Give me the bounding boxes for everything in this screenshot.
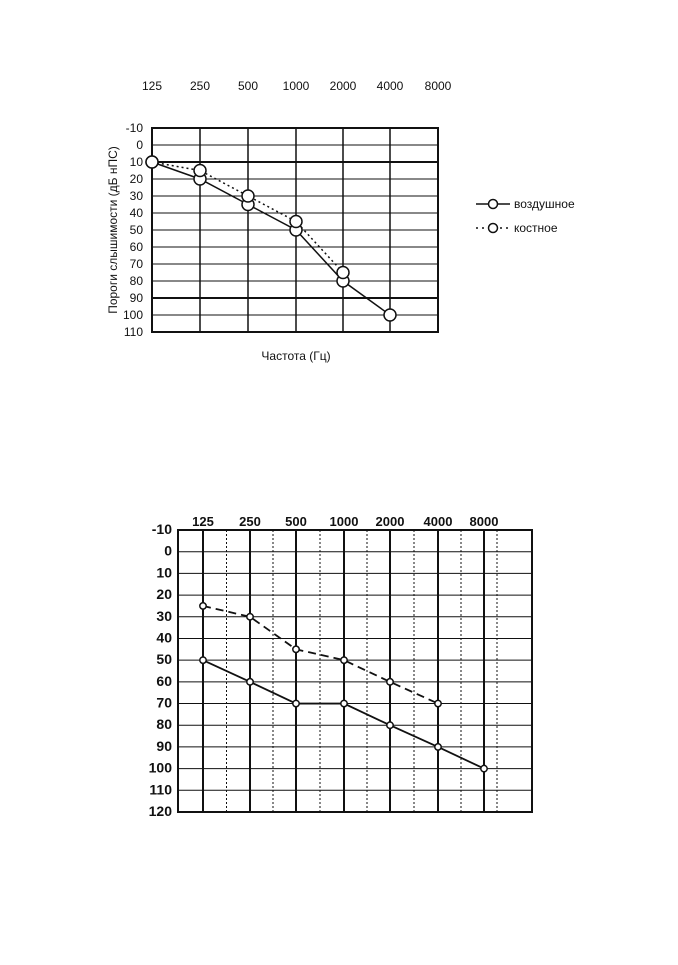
chart2-y-tick-label: 40 [156,629,172,645]
chart2-series-1-point [246,677,254,686]
chart1-series-2-point [289,214,303,229]
chart2-x-tick-label: 500 [285,514,307,529]
chart2-series-1-point [386,721,394,730]
chart2-y-tick-label: 0 [164,543,172,559]
chart2-series-2-point [434,699,442,708]
chart2-y-tick-label: 110 [149,781,172,797]
chart1-y-tick-label: 30 [130,189,144,203]
chart1-x-tick-label: 250 [190,79,210,93]
chart2-series-1-point [292,699,300,708]
chart2-x-tick-label: 125 [192,514,214,529]
chart1-x-tick-label: 1000 [283,79,310,93]
chart2-y-tick-label: 30 [156,608,172,624]
chart2-x-tick-label: 1000 [330,514,359,529]
chart2-x-tick-label: 8000 [470,514,499,529]
chart1-y-tick-label: 70 [130,257,144,271]
chart2-y-tick-label: 50 [156,651,172,667]
chart1-x-tick-label: 500 [238,79,258,93]
legend-air-label: воздушное [514,197,575,211]
chart1-series-2-line [151,161,344,274]
chart1-x-tick-label: 4000 [377,79,404,93]
chart2-frame [177,529,533,813]
chart2-series-2-point [199,601,207,610]
chart1-y-tick-label: 20 [130,172,144,186]
chart1-y-tick-label: 60 [130,240,144,254]
chart1-y-tick-label: 40 [130,206,144,220]
chart2-series [199,601,488,773]
chart1-x-tick-label: 125 [142,79,162,93]
chart2-y-tick-label: 80 [156,716,172,732]
chart1-series-1-point [383,308,397,322]
chart2-y-tick-label: 90 [156,738,172,754]
chart1-y-tick-label: -10 [126,121,144,135]
legend-item-bone: костное [476,221,558,235]
chart1-x-axis-label: Частота (Гц) [261,349,330,363]
chart1-frame [151,127,439,333]
chart2-y-ticks: -10 0 10 20 30 40 50 60 70 80 90 100 110 120 [149,521,173,819]
chart2-series-2-point [292,645,300,654]
legend-air-marker-icon [487,198,499,210]
chart2-series-2-point [340,656,348,665]
chart2-series-1-point [480,764,488,773]
chart2-series-2-point [386,677,394,686]
legend-item-air: воздушное [476,197,575,211]
chart1-y-tick-label: 0 [136,138,143,152]
chart2-x-tick-label: 2000 [376,514,405,529]
chart1-y-axis-label: Пороги слышимости (дБ нПС) [106,146,120,314]
chart1-y-tick-label: 50 [130,223,144,237]
chart1-y-ticks: -10 0 10 20 30 40 50 60 70 80 90 100 110 [123,121,143,339]
chart2-y-tick-label: 60 [156,673,172,689]
chart2-x-ticks: 125 250 500 1000 2000 4000 8000 [192,514,498,529]
chart1-x-ticks: 125 250 500 1000 2000 4000 8000 [142,79,452,93]
chart1-y-tick-label: 100 [123,308,143,322]
chart1-y-tick-label: 90 [130,291,144,305]
chart2-series-1-point [340,699,348,708]
chart2-x-tick-label: 4000 [424,514,453,529]
chart2-series-2-point [246,612,254,621]
chart2-x-tick-label: 250 [239,514,261,529]
chart2-y-tick-label: 120 [149,803,173,819]
chart1-legend: воздушное костное [476,197,575,235]
chart2-series-2-line [202,605,439,705]
chart1-y-tick-label: 10 [130,155,144,169]
chart1-series-1-line [151,161,391,316]
audiogram-chart-1: 125 250 500 1000 2000 4000 8000 -10 0 10 20 30 40 50… [106,79,575,363]
chart1-y-tick-label: 80 [130,274,144,288]
chart2-grid [178,529,532,813]
audiogram-chart-2: 125 250 500 1000 2000 4000 8000 -10 0 10 20 30 40 50… [149,514,533,819]
chart1-x-tick-label: 8000 [425,79,452,93]
chart2-y-tick-label: 70 [156,695,172,711]
chart1-series-2-point [241,189,255,203]
legend-bone-marker-icon [487,222,499,234]
chart2-y-tick-label: -10 [152,521,172,537]
chart1-x-tick-label: 2000 [330,79,357,93]
chart2-y-tick-label: 20 [156,586,172,602]
chart1-series-2-point [193,163,207,178]
chart1-series-2-point [336,265,350,280]
chart1-y-tick-label: 110 [124,325,143,339]
chart2-y-tick-label: 10 [156,564,172,580]
chart1-series-2-point [145,155,159,169]
chart1-series [145,155,397,322]
chart2-series-1-point [434,742,442,751]
chart2-y-tick-label: 100 [149,760,173,776]
chart2-series-1-point [199,656,207,665]
legend-bone-label: костное [514,221,558,235]
